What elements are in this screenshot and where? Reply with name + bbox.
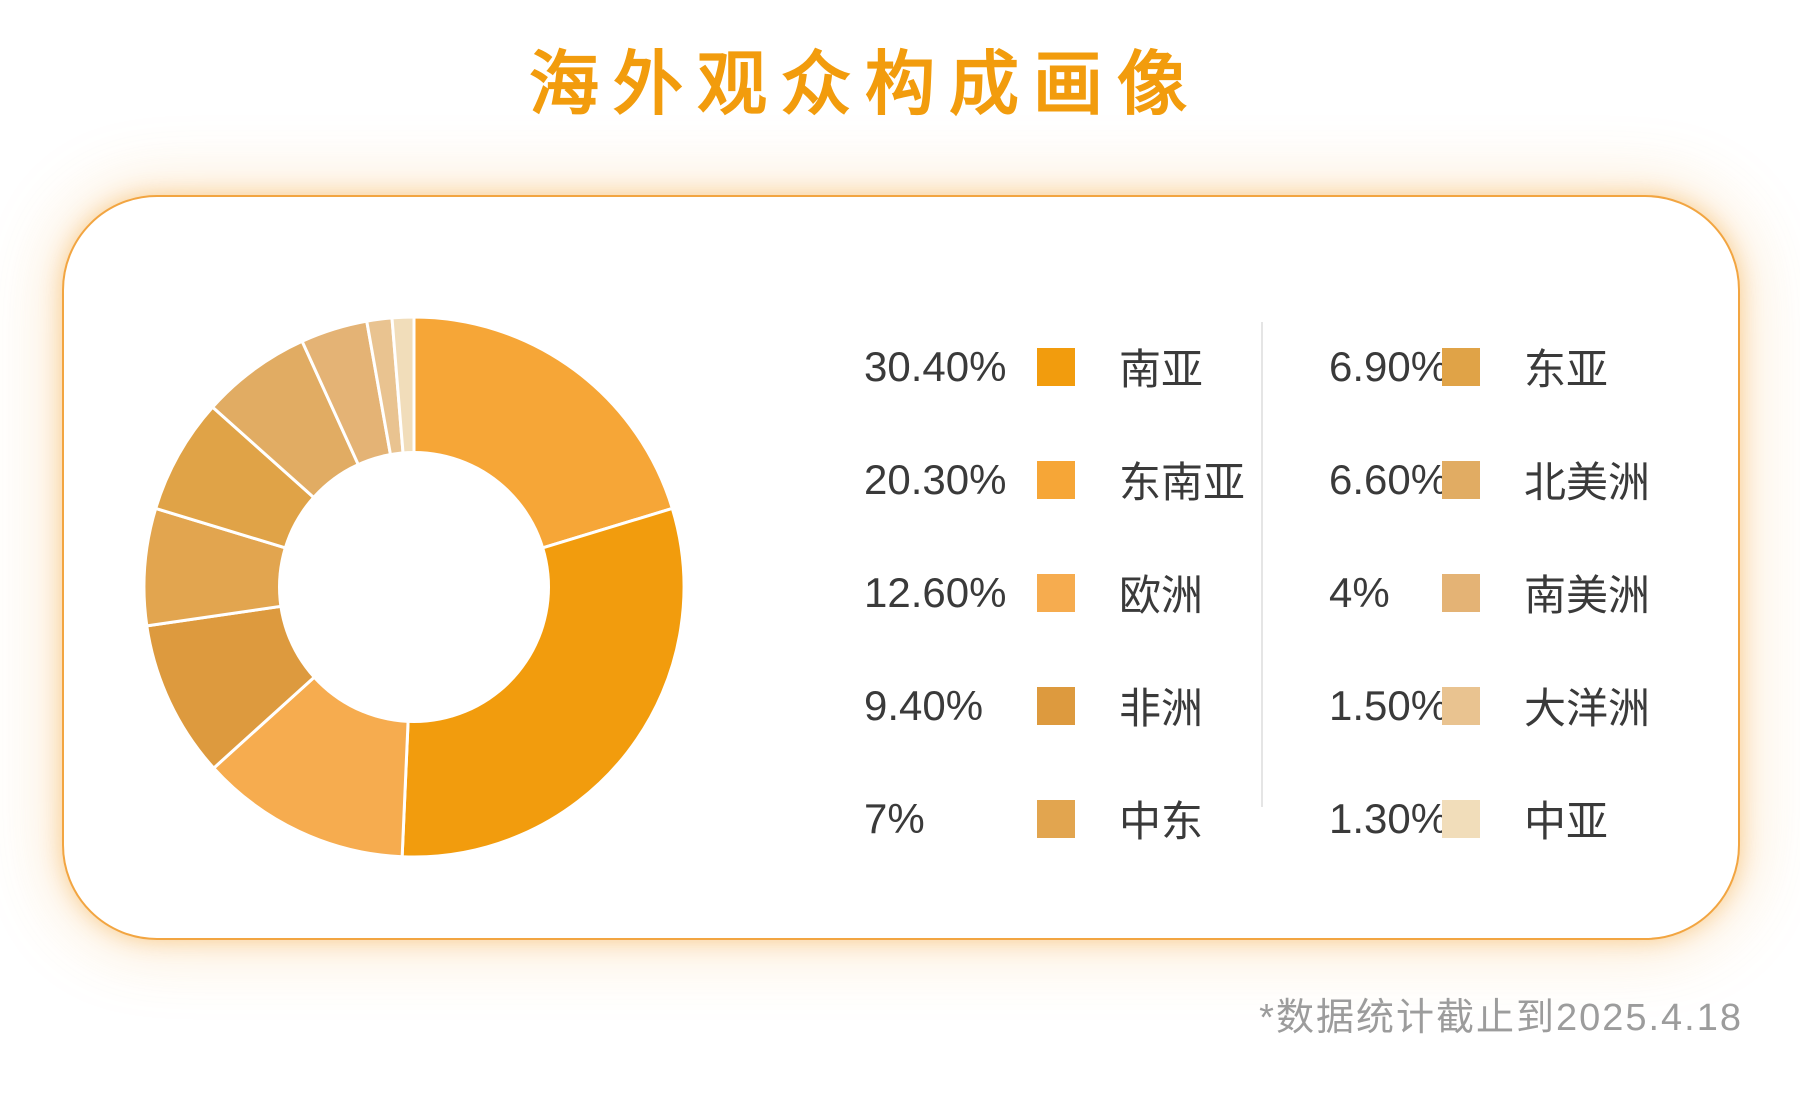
legend-swatch bbox=[1037, 573, 1075, 612]
legend-value: 9.40% bbox=[864, 681, 984, 729]
legend-row: 12.60% 欧洲 bbox=[864, 536, 1245, 649]
legend-value: 30.40% bbox=[864, 342, 1007, 390]
legend-column-right: 6.90% 东亚 6.60% 北美洲 4% 南美洲 1.50% 大洋洲 1.30% 中亚 bbox=[1329, 310, 1650, 875]
legend-swatch bbox=[1442, 347, 1480, 386]
legend-divider bbox=[1261, 322, 1263, 807]
legend-label: 大洋洲 bbox=[1524, 685, 1651, 732]
legend-label: 非洲 bbox=[1119, 685, 1204, 732]
legend-swatch bbox=[1442, 799, 1480, 838]
donut-hole bbox=[278, 451, 550, 723]
legend-swatch bbox=[1037, 686, 1075, 725]
legend-label: 欧洲 bbox=[1119, 572, 1204, 619]
data-cutoff-note: *数据统计截止到2025.4.18 bbox=[1259, 997, 1743, 1039]
donut-chart bbox=[142, 315, 686, 859]
legend-swatch bbox=[1442, 686, 1480, 725]
legend-label: 北美洲 bbox=[1524, 459, 1651, 506]
legend-value: 1.30% bbox=[1329, 794, 1449, 842]
legend-row: 6.60% 北美洲 bbox=[1329, 423, 1650, 536]
legend-swatch bbox=[1442, 573, 1480, 612]
legend-row: 6.90% 东亚 bbox=[1329, 310, 1650, 423]
legend-value: 20.30% bbox=[864, 455, 1007, 503]
legend-label: 中东 bbox=[1119, 798, 1204, 845]
legend-label: 东亚 bbox=[1524, 346, 1609, 393]
legend-value: 7% bbox=[864, 794, 925, 842]
legend-value: 4% bbox=[1329, 568, 1390, 616]
legend-label: 南亚 bbox=[1119, 346, 1204, 393]
legend-column-left: 30.40% 南亚 20.30% 东南亚 12.60% 欧洲 9.40% 非洲 7% 中东 bbox=[864, 310, 1245, 875]
donut-chart-svg bbox=[142, 315, 686, 859]
legend-swatch bbox=[1442, 460, 1480, 499]
legend-row: 1.50% 大洋洲 bbox=[1329, 649, 1650, 762]
legend-swatch bbox=[1037, 347, 1075, 386]
legend-label: 东南亚 bbox=[1119, 459, 1246, 506]
legend-row: 4% 南美洲 bbox=[1329, 536, 1650, 649]
legend-value: 1.50% bbox=[1329, 681, 1449, 729]
chart-card: 30.40% 南亚 20.30% 东南亚 12.60% 欧洲 9.40% 非洲 7% 中东 6.9… bbox=[62, 195, 1740, 940]
legend-row: 30.40% 南亚 bbox=[864, 310, 1245, 423]
legend-row: 20.30% 东南亚 bbox=[864, 423, 1245, 536]
legend-row: 1.30% 中亚 bbox=[1329, 762, 1650, 875]
legend-value: 6.90% bbox=[1329, 342, 1449, 390]
legend-label: 中亚 bbox=[1524, 798, 1609, 845]
legend-swatch bbox=[1037, 460, 1075, 499]
legend-value: 12.60% bbox=[864, 568, 1007, 616]
legend-row: 9.40% 非洲 bbox=[864, 649, 1245, 762]
legend-value: 6.60% bbox=[1329, 455, 1449, 503]
legend-label: 南美洲 bbox=[1524, 572, 1651, 619]
legend-swatch bbox=[1037, 799, 1075, 838]
legend-row: 7% 中东 bbox=[864, 762, 1245, 875]
page-title: 海外观众构成画像 bbox=[529, 45, 1201, 123]
